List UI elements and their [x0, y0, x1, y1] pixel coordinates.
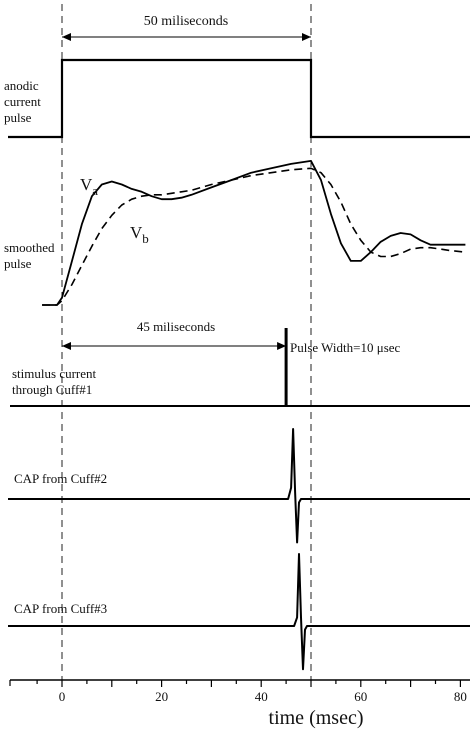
trace-label-cap2: CAP from Cuff#2 — [14, 471, 107, 486]
series-label-vb: Vb — [130, 223, 149, 246]
trace-label-cap3: CAP from Cuff#3 — [14, 601, 107, 616]
annotations — [62, 33, 311, 350]
x-tick-label-80: 80 — [454, 689, 467, 704]
series-line-vb — [42, 167, 466, 306]
cap3-line — [8, 553, 470, 671]
trace-label-stimulus-line1: stimulus current — [12, 366, 97, 381]
anodic-pulse-line — [8, 58, 470, 139]
top-interval-arrow-head-left — [62, 33, 71, 41]
x-tick-label-0: 0 — [59, 689, 66, 704]
x-tick-label-60: 60 — [354, 689, 367, 704]
trace-label-anodic: anodic current pulse — [4, 78, 41, 125]
trace-label-anodic-line3: pulse — [4, 110, 32, 125]
x-axis-title: time (msec) — [269, 707, 364, 729]
trace-label-stimulus: stimulus current through Cuff#1 — [12, 366, 97, 397]
trace-label-anodic-line1: anodic — [4, 78, 39, 93]
x-tick-label-20: 20 — [155, 689, 168, 704]
stim-interval-arrow-head-left — [62, 342, 71, 350]
pulse-width-label: Pulse Width=10 μsec — [290, 340, 401, 355]
top-interval-arrow — [62, 33, 311, 41]
trace-label-stimulus-line2: through Cuff#1 — [12, 382, 92, 397]
trace-label-smoothed: smoothed pulse — [4, 240, 55, 271]
top-interval-label: 50 miliseconds — [144, 14, 228, 29]
x-axis: 0 20 40 60 80 — [9, 679, 470, 704]
trace-label-anodic-line2: current — [4, 94, 41, 109]
stim-interval-label: 45 miliseconds — [137, 319, 215, 334]
stim-interval-arrow-head-right — [277, 342, 287, 350]
trace-label-smoothed-line1: smoothed — [4, 240, 55, 255]
traces — [8, 58, 470, 671]
stim-interval-arrow — [62, 342, 287, 350]
top-interval-arrow-head-right — [302, 33, 311, 41]
series-line-va — [42, 159, 466, 306]
trace-label-smoothed-line2: pulse — [4, 256, 32, 271]
series-label-va: Va — [80, 175, 98, 198]
x-tick-label-40: 40 — [255, 689, 268, 704]
cap2-line — [8, 428, 470, 544]
